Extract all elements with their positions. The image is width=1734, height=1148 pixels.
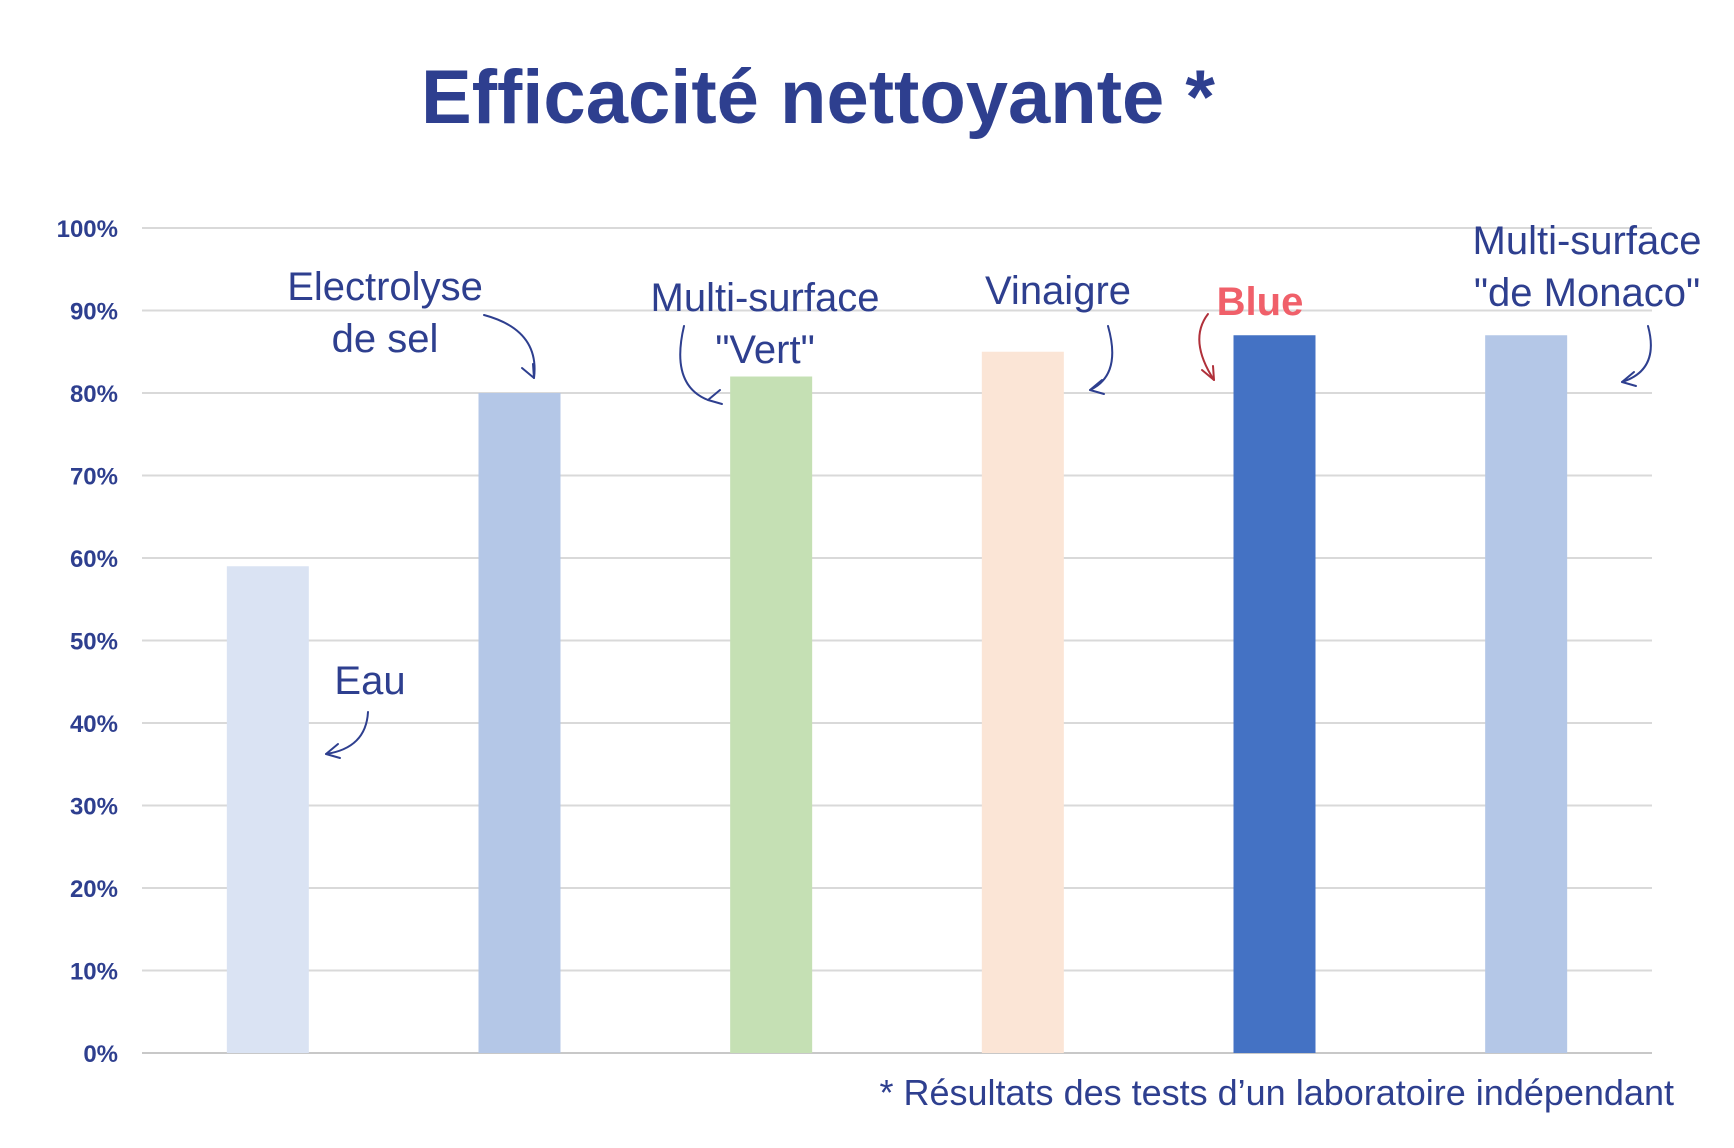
- category-label-0: Eau: [334, 659, 405, 703]
- arrowhead-4: [1201, 365, 1215, 381]
- arrow-0: [325, 711, 369, 755]
- category-label-line: de sel: [332, 317, 439, 361]
- y-tick-label: 60%: [70, 546, 118, 573]
- category-label-5: Multi-surface "de Monaco": [1473, 219, 1702, 315]
- arrowhead-3: [1089, 379, 1105, 395]
- gridlines: [142, 227, 1652, 1054]
- y-tick-label: 20%: [70, 876, 118, 903]
- bar-5: [1485, 335, 1568, 1053]
- category-label-line: "Vert": [715, 328, 815, 372]
- y-tick-label: 100%: [57, 216, 118, 243]
- arrow-5: [1621, 325, 1652, 383]
- arrowhead-1: [521, 363, 535, 379]
- label-arrows: [325, 313, 1652, 759]
- y-tick-label: 30%: [70, 794, 118, 821]
- bar-2: [730, 376, 813, 1053]
- y-tick-label: 70%: [70, 464, 118, 491]
- bar-1: [478, 393, 561, 1053]
- bar-0: [226, 566, 309, 1053]
- arrowhead-0: [325, 743, 341, 759]
- y-tick-label: 80%: [70, 381, 118, 408]
- arrowhead-5: [1621, 371, 1637, 387]
- category-label-line: Multi-surface: [651, 276, 880, 320]
- arrow-4: [1198, 313, 1215, 381]
- y-tick-label: 50%: [70, 629, 118, 656]
- category-label-2: Multi-surface "Vert": [651, 276, 880, 372]
- y-tick-label: 90%: [70, 299, 118, 326]
- arrow-2: [679, 325, 709, 401]
- chart-title: Efficacité nettoyante *: [421, 55, 1215, 140]
- category-label-3: Vinaigre: [985, 269, 1131, 313]
- arrow-1: [483, 314, 536, 379]
- category-label-line: Eau: [334, 659, 405, 703]
- arrowhead-2: [707, 389, 723, 405]
- y-tick-label: 10%: [70, 959, 118, 986]
- bar-3: [981, 351, 1064, 1053]
- y-axis: 0% 10% 20% 30% 40% 50% 60% 70% 80% 90% 100%: [57, 216, 118, 1068]
- y-tick-label: 0%: [83, 1041, 118, 1068]
- category-label-line: Vinaigre: [985, 269, 1131, 313]
- chart-footnote: * Résultats des tests d’un laboratoire i…: [879, 1072, 1674, 1113]
- bar-4: [1233, 335, 1316, 1053]
- category-labels: Eau Electrolyse de sel Multi-surface "Vert" V…: [287, 219, 1701, 703]
- category-label-line: Multi-surface: [1473, 219, 1702, 263]
- arrow-3: [1089, 325, 1114, 391]
- y-tick-label: 40%: [70, 711, 118, 738]
- category-label-1: Electrolyse de sel: [287, 265, 483, 361]
- category-label-line: "de Monaco": [1474, 271, 1700, 315]
- bars: [226, 335, 1568, 1053]
- category-label-line: Electrolyse: [287, 265, 483, 309]
- category-label-line: Blue: [1217, 280, 1304, 324]
- category-label-4: Blue: [1217, 280, 1304, 324]
